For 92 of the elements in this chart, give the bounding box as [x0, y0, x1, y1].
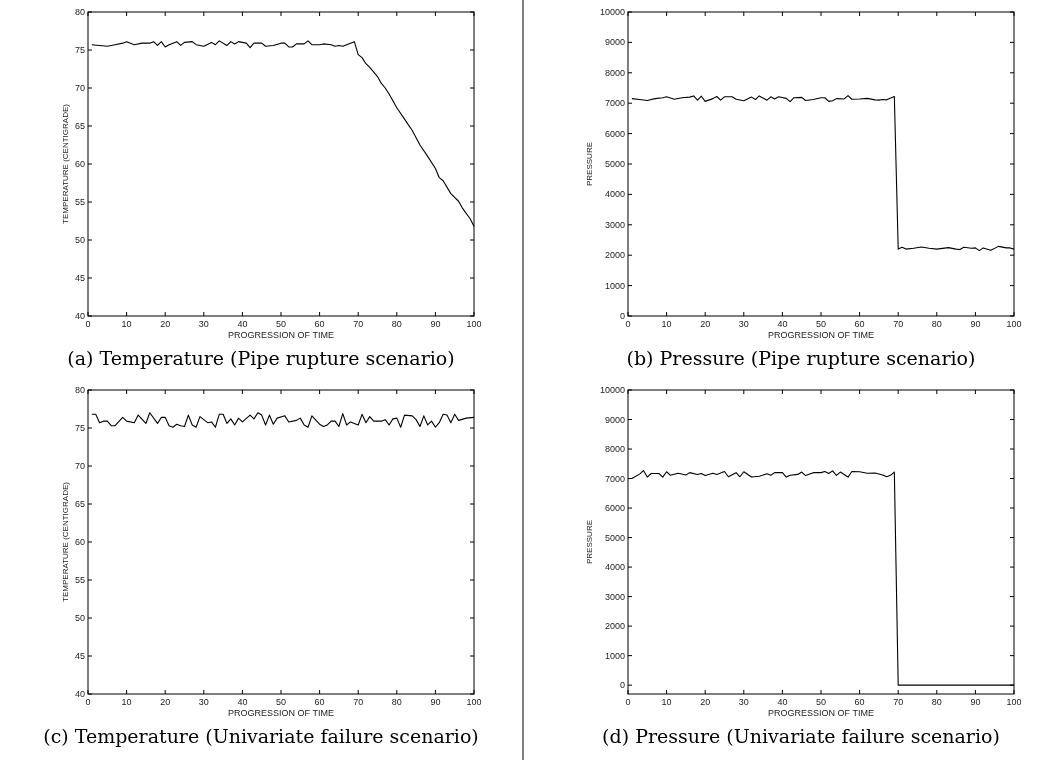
y-tick-label: 55	[74, 197, 85, 207]
x-tick-label: 100	[466, 319, 482, 329]
x-axis-title: PROGRESSION OF TIME	[228, 330, 334, 340]
text: (d) Pressure (Univariate failure scenario)	[602, 725, 1000, 747]
x-tick-label: 60	[854, 697, 865, 707]
y-tick-label: 10000	[599, 385, 625, 395]
y-tick-label: 50	[74, 235, 85, 245]
y-tick-label: 70	[74, 461, 85, 471]
text: (a) Temperature (Pipe rupture scenario)	[67, 347, 455, 369]
x-tick-label: 10	[121, 697, 132, 707]
y-tick-label: 75	[74, 45, 85, 55]
x-tick-label: 90	[430, 319, 441, 329]
x-tick-label: 60	[314, 697, 325, 707]
y-axis-title: TEMPERATURE (CENTIGRADE)	[60, 103, 70, 224]
y-tick-label: 10000	[599, 7, 625, 17]
x-axis-title: PROGRESSION OF TIME	[228, 708, 334, 718]
x-tick-label: 30	[198, 697, 209, 707]
x-tick-label: 100	[1006, 319, 1022, 329]
x-tick-label: 30	[738, 319, 749, 329]
y-tick-label: 2000	[604, 250, 625, 261]
x-axis-title: PROGRESSION OF TIME	[768, 708, 874, 718]
x-tick-label: 50	[275, 697, 287, 707]
y-tick-label: 6000	[604, 128, 625, 139]
y-tick-label: 45	[74, 273, 85, 283]
x-tick-label: 10	[661, 319, 672, 329]
y-tick-label: 2000	[604, 621, 625, 632]
y-tick-label: 4000	[604, 562, 625, 573]
x-tick-label: 40	[777, 697, 788, 707]
text: (c) Temperature (Univariate failure scenario)	[43, 725, 479, 747]
x-tick-label: 10	[661, 697, 672, 707]
y-tick-label: 40	[74, 311, 85, 321]
x-tick-label: 40	[237, 319, 248, 329]
x-tick-label: 90	[970, 697, 981, 707]
x-axis-title: PROGRESSION OF TIME	[768, 330, 874, 340]
y-tick-label: 8000	[604, 67, 625, 78]
x-tick-label: 70	[353, 697, 364, 707]
x-tick-label: 80	[391, 697, 402, 707]
y-tick-label: 9000	[604, 414, 625, 425]
x-tick-label: 40	[237, 697, 248, 707]
y-tick-label: 3000	[604, 219, 625, 230]
y-tick-label: 60	[74, 537, 85, 547]
y-tick-label: 5000	[604, 159, 625, 169]
x-tick-label: 50	[815, 319, 827, 329]
x-tick-label: 50	[275, 319, 287, 329]
y-tick-label: 5000	[604, 532, 625, 543]
y-tick-label: 80	[74, 7, 85, 17]
x-tick-label: 20	[700, 697, 711, 707]
y-tick-label: 1000	[604, 650, 625, 661]
y-tick-label: 4000	[604, 189, 625, 200]
y-tick-label: 40	[74, 689, 85, 699]
y-tick-label: 50	[74, 613, 85, 623]
y-axis-title: PRESSURE	[585, 141, 594, 187]
y-tick-label: 55	[74, 575, 85, 585]
x-tick-label: 80	[391, 319, 402, 329]
y-tick-label: 70	[74, 83, 85, 93]
x-tick-label: 10	[121, 319, 132, 329]
x-tick-label: 70	[353, 319, 364, 329]
y-tick-label: 65	[74, 499, 85, 509]
y-tick-label: 80	[74, 385, 85, 395]
text: (b) Pressure (Pipe rupture scenario)	[626, 347, 976, 369]
y-axis-title: PRESSURE	[585, 519, 594, 565]
x-tick-label: 40	[777, 319, 788, 329]
y-tick-label: 8000	[604, 444, 625, 455]
y-tick-label: 9000	[604, 37, 625, 48]
y-axis-title: TEMPERATURE (CENTIGRADE)	[60, 481, 70, 602]
y-tick-label: 0	[619, 680, 625, 691]
y-tick-label: 7000	[604, 473, 625, 484]
x-tick-label: 80	[931, 697, 942, 707]
y-tick-label: 45	[74, 651, 85, 661]
y-tick-label: 6000	[604, 503, 625, 514]
y-tick-label: 60	[74, 159, 85, 169]
x-tick-label: 30	[738, 697, 749, 707]
x-tick-label: 70	[893, 697, 904, 707]
x-tick-label: 70	[893, 319, 904, 329]
x-tick-label: 20	[160, 697, 171, 707]
y-tick-label: 65	[74, 121, 85, 131]
x-tick-label: 90	[970, 319, 981, 329]
x-tick-label: 100	[1006, 697, 1022, 707]
x-tick-label: 50	[815, 697, 827, 707]
x-tick-label: 20	[700, 319, 711, 329]
x-tick-label: 90	[430, 697, 441, 707]
x-tick-label: 20	[160, 319, 171, 329]
x-tick-label: 60	[854, 319, 865, 329]
x-tick-label: 30	[198, 319, 209, 329]
x-tick-label: 60	[314, 319, 325, 329]
y-tick-label: 7000	[604, 98, 625, 109]
x-tick-label: 80	[931, 319, 942, 329]
y-tick-label: 75	[74, 423, 85, 433]
y-tick-label: 0	[619, 311, 625, 321]
y-tick-label: 1000	[604, 280, 625, 291]
x-tick-label: 100	[466, 697, 482, 707]
y-tick-label: 3000	[604, 591, 625, 602]
